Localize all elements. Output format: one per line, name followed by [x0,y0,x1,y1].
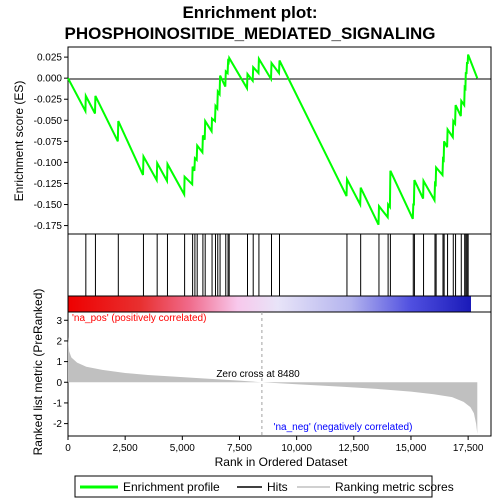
es-y-axis-label: Enrichment score (ES) [12,81,26,202]
legend: Enrichment profile Hits Ranking metric s… [74,475,454,498]
hits-panel [67,233,492,297]
x-tick-label: 12,500 [339,443,370,454]
metric-y-tick-label: 0 [56,378,62,389]
metric-y-tick-label: 3 [56,316,62,327]
es-panel: 0.025 0.000 -0.025 -0.050 -0.075 -0.100 -0.125… [12,46,492,235]
legend-hits-label: Hits [267,480,288,494]
es-y-tick-label: -0.175 [34,221,63,232]
es-y-tick-label: -0.075 [34,137,63,148]
x-tick-label: 15,000 [396,443,427,454]
zero-cross-label: Zero cross at 8480 [216,369,300,380]
es-y-tick-label: -0.025 [34,95,63,106]
es-y-tick-label: 0.025 [37,53,62,64]
chart-title-line2: PHOSPHOINOSITIDE_MEDIATED_SIGNALING [65,24,436,43]
es-y-ticks: 0.025 0.000 -0.025 -0.050 -0.075 -0.100 -0.125… [34,53,68,232]
legend-metric-label: Ranking metric scores [335,480,454,494]
metric-y-tick-label: 2 [56,336,62,347]
metric-y-tick-label: -1 [53,398,62,409]
es-y-tick-label: -0.150 [34,200,63,211]
es-y-tick-label: 0.000 [37,74,62,85]
legend-enrichment-label: Enrichment profile [123,480,220,494]
metric-y-ticks: 3 2 1 0 -1 -2 [53,316,68,430]
negative-correlation-label: 'na_neg' (negatively correlated) [274,422,413,433]
x-tick-label: 2,500 [113,443,138,454]
x-tick-label: 7,500 [227,443,252,454]
es-y-tick-label: -0.100 [34,158,63,169]
x-axis-label: Rank in Ordered Dataset [215,455,348,469]
es-plot-frame [67,46,492,235]
rank-gradient-bar [68,296,471,312]
metric-panel: 3 2 1 0 -1 -2 0 2,500 5,000 7,500 10,000 12,500 15,… [31,289,492,469]
metric-y-tick-label: 1 [56,357,62,368]
positive-correlation-label: 'na_pos' (positively correlated) [72,313,206,324]
ranking-metric-area [68,336,478,434]
x-tick-label: 10,000 [281,443,312,454]
es-y-tick-label: -0.050 [34,116,63,127]
x-axis-ticks: 0 2,500 5,000 7,500 10,000 12,500 15,000 17,500 [65,436,484,454]
x-tick-label: 5,000 [170,443,195,454]
es-y-tick-label: -0.125 [34,179,63,190]
hit-marks [85,234,469,296]
metric-y-tick-label: -2 [53,419,62,430]
x-tick-label: 0 [65,443,71,454]
chart-title-line1: Enrichment plot: [182,3,317,22]
enrichment-profile-line [67,54,479,226]
metric-y-axis-label: Ranked list metric (PreRanked) [31,289,45,456]
x-tick-label: 17,500 [453,443,484,454]
